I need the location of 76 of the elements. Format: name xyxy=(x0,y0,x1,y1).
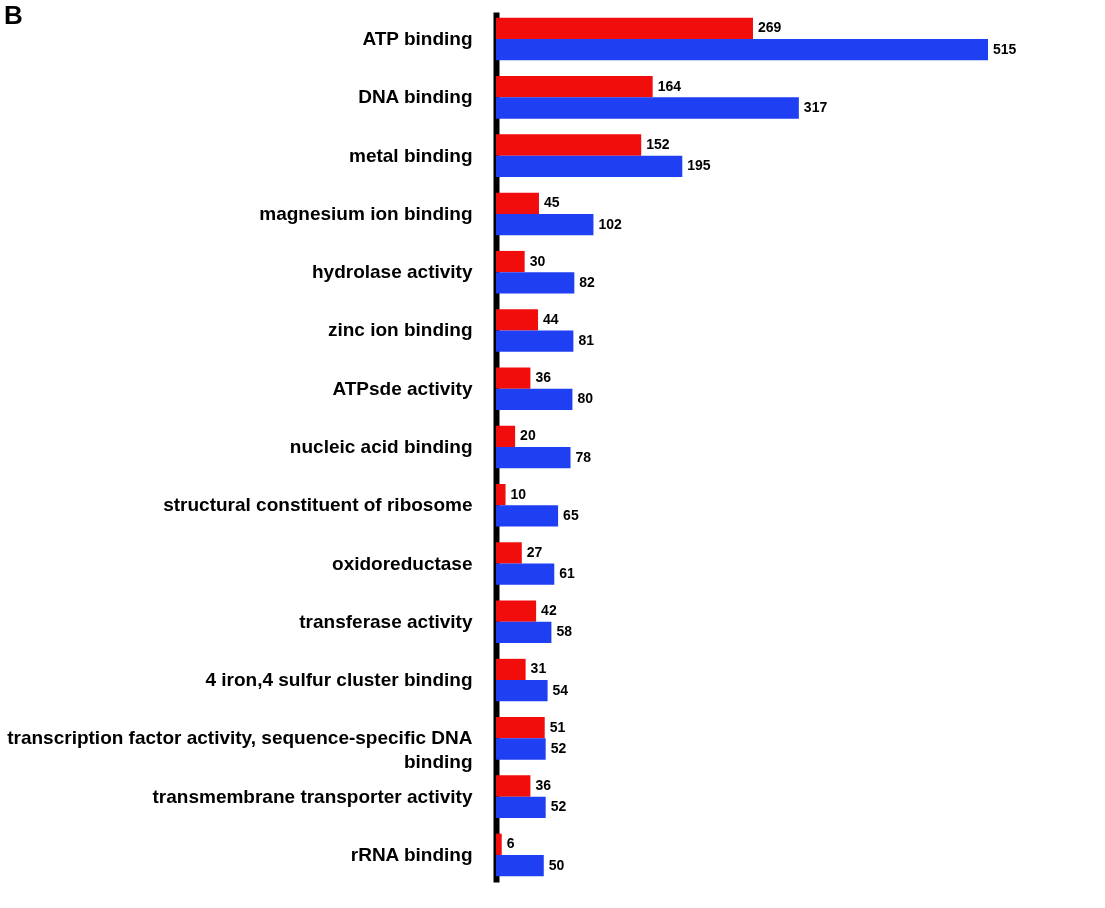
bar xyxy=(496,192,539,214)
bar xyxy=(496,542,522,564)
data-label: 515 xyxy=(993,40,1017,57)
data-label: 81 xyxy=(578,332,595,349)
data-label: 51 xyxy=(549,718,566,735)
data-label: 195 xyxy=(687,157,711,174)
data-label: 82 xyxy=(579,273,596,290)
bar xyxy=(496,738,546,760)
bar xyxy=(496,796,546,818)
data-label: 44 xyxy=(543,310,559,327)
bar xyxy=(496,447,571,469)
bar xyxy=(496,330,574,352)
text: B xyxy=(4,0,23,31)
data-label: 36 xyxy=(535,369,552,386)
data-label: 50 xyxy=(548,856,565,873)
data-label: 80 xyxy=(577,390,594,407)
y-tick-label: ATPsde activity xyxy=(332,377,473,399)
y-tick-label: oxidoreductase xyxy=(332,552,473,574)
data-label: 102 xyxy=(598,215,623,232)
data-label: 54 xyxy=(552,681,569,698)
data-label: 45 xyxy=(543,194,560,211)
data-label: 269 xyxy=(757,19,782,36)
y-tick-label: DNA binding xyxy=(358,86,473,108)
bar xyxy=(496,134,642,156)
y-tick-label: nucleic acid binding xyxy=(289,436,473,457)
bar xyxy=(496,658,526,681)
y-tick-label: zinc ion binding xyxy=(327,319,473,341)
bar xyxy=(496,309,539,331)
y-tick-label: hydrolase activity xyxy=(311,261,473,283)
bar xyxy=(496,97,799,119)
data-label: 30 xyxy=(529,252,546,269)
bar xyxy=(496,484,506,506)
y-tick-label: magnesium ion binding xyxy=(259,202,473,224)
y-tick-label: transcription factor activity, sequence-specific DNA binding xyxy=(7,727,473,773)
bar xyxy=(496,854,544,877)
data-label: 10 xyxy=(510,485,527,502)
y-tick-label: 4 iron,4 sulfur cluster binding xyxy=(205,669,473,691)
bar xyxy=(496,39,988,61)
data-label: 78 xyxy=(575,448,592,465)
bar xyxy=(496,367,531,389)
bar xyxy=(496,833,502,855)
bar xyxy=(496,272,575,294)
bar xyxy=(496,76,653,98)
data-label: 61 xyxy=(559,565,576,582)
data-label: 58 xyxy=(556,623,573,640)
bar xyxy=(496,563,555,585)
y-tick-label: rRNA binding xyxy=(350,843,473,865)
data-label: 6 xyxy=(506,835,515,852)
bar xyxy=(496,680,548,702)
data-label: 52 xyxy=(550,739,567,756)
data-label: 52 xyxy=(550,798,567,815)
y-tick-label: transmembrane transporter activity xyxy=(152,785,473,807)
bar xyxy=(496,425,516,447)
bar xyxy=(496,388,573,410)
data-label: 20 xyxy=(520,427,536,444)
bar xyxy=(496,213,594,236)
data-label: 36 xyxy=(535,777,552,793)
bar xyxy=(496,155,683,177)
bar xyxy=(496,250,525,273)
data-label: 42 xyxy=(541,602,557,619)
y-tick-label: structural constituent of ribosome xyxy=(163,494,473,516)
bar xyxy=(496,717,545,739)
bar xyxy=(496,505,559,527)
data-label: 27 xyxy=(526,543,543,560)
bar xyxy=(496,17,753,40)
y-tick-label: ATP binding xyxy=(362,28,473,50)
bar xyxy=(496,775,531,797)
data-label: 65 xyxy=(563,506,579,523)
y-tick-label: transferase activity xyxy=(299,610,473,632)
data-label: 31 xyxy=(530,660,547,677)
data-label: 152 xyxy=(646,136,670,153)
data-label: 317 xyxy=(803,99,828,115)
bar xyxy=(496,600,537,622)
y-tick-label: metal binding xyxy=(349,144,473,166)
data-label: 164 xyxy=(657,77,682,94)
bar xyxy=(496,621,552,644)
